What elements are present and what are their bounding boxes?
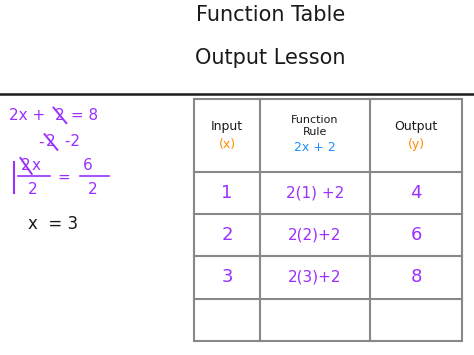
Text: Function: Function	[291, 115, 338, 125]
Text: 4: 4	[410, 184, 422, 202]
Text: 2: 2	[27, 182, 37, 197]
Text: Input: Input	[211, 120, 243, 133]
Text: (y): (y)	[407, 138, 425, 151]
Text: 3: 3	[221, 268, 233, 286]
Text: 2: 2	[221, 226, 233, 244]
Text: 2x + 2: 2x + 2	[294, 141, 336, 154]
Text: 2x +: 2x +	[9, 108, 46, 123]
Text: Function Table: Function Table	[196, 5, 345, 25]
Text: 2: 2	[21, 158, 31, 173]
Text: Output Lesson: Output Lesson	[195, 48, 346, 68]
Text: 2: 2	[46, 135, 55, 149]
Text: = 8: = 8	[66, 108, 99, 123]
Text: Rule: Rule	[303, 127, 327, 137]
Text: 2(2)+2: 2(2)+2	[288, 228, 342, 243]
Text: =: =	[57, 170, 70, 185]
Text: 2(1) +2: 2(1) +2	[286, 185, 344, 201]
Text: x: x	[32, 158, 41, 173]
Text: 2: 2	[88, 182, 97, 197]
Text: 2: 2	[55, 108, 64, 123]
Text: -2: -2	[60, 135, 80, 149]
Text: 8: 8	[410, 268, 422, 286]
Text: -: -	[38, 135, 44, 149]
Text: 6: 6	[83, 158, 93, 173]
Text: 6: 6	[410, 226, 422, 244]
Bar	[194, 99, 462, 341]
Text: Output: Output	[394, 120, 438, 133]
Text: 1: 1	[221, 184, 233, 202]
Text: x  = 3: x = 3	[28, 215, 79, 233]
Text: (x): (x)	[219, 138, 236, 151]
Text: 2(3)+2: 2(3)+2	[288, 270, 342, 285]
